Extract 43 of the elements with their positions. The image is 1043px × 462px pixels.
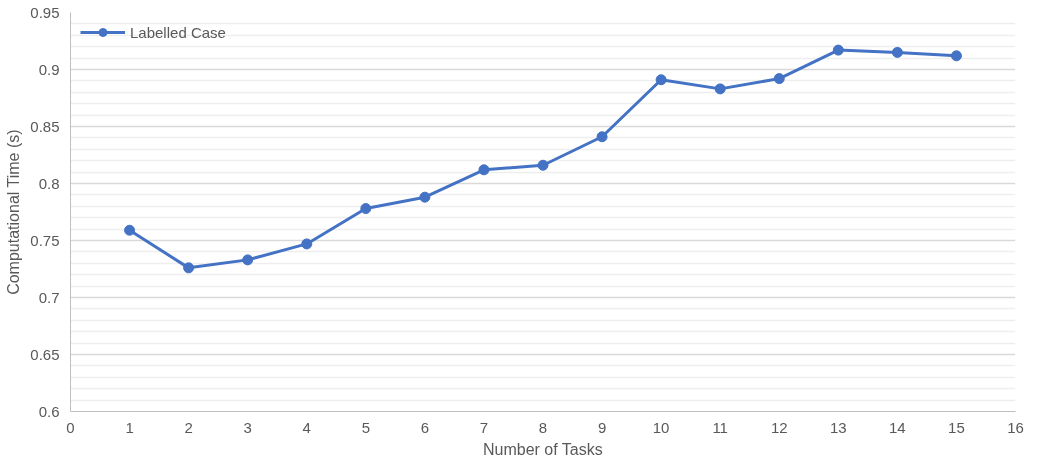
y-axis-title: Computational Time (s) (5, 129, 23, 295)
y-tick-label: 0.9 (38, 60, 60, 78)
point (950, 50, 962, 62)
y-tick-label: 0.85 (30, 117, 60, 135)
x-tick-label: 0 (66, 418, 75, 436)
point (773, 73, 785, 85)
x-tick-label: 3 (243, 418, 252, 436)
x-tick-label: 14 (889, 418, 906, 436)
x-tick-label: 1 (125, 418, 134, 436)
y-tick-label: 0.65 (30, 345, 60, 363)
point (419, 191, 431, 203)
point (537, 159, 549, 171)
point (301, 238, 313, 250)
point (891, 46, 903, 58)
x-tick-label: 12 (770, 418, 788, 436)
point (124, 224, 136, 236)
x-tick-label: 6 (420, 418, 430, 436)
x-axis-title: Number of Tasks (482, 440, 603, 458)
y-tick-label: 0.6 (38, 402, 60, 420)
legend-label: Labelled Case (130, 23, 226, 41)
x-tick-label: 4 (302, 418, 311, 436)
x-tick-label: 2 (184, 418, 193, 436)
point (832, 44, 844, 56)
x-tick-label: 15 (948, 418, 965, 436)
point (596, 131, 608, 143)
x-tick-label: 16 (1007, 418, 1024, 436)
y-tick-label: 0.7 (38, 288, 60, 306)
x-tick-label: 9 (597, 418, 607, 436)
x-tick-label: 10 (652, 418, 670, 436)
point (655, 74, 667, 86)
x-tick-label: 8 (538, 418, 548, 436)
x-tick-label: 11 (712, 418, 728, 436)
point (183, 262, 195, 274)
point (714, 83, 726, 95)
point (242, 254, 254, 266)
x-tick-label: 5 (361, 418, 370, 436)
point (360, 203, 372, 215)
y-tick-label: 0.95 (30, 3, 60, 21)
y-tick-label: 0.75 (30, 231, 60, 249)
y-tick-label: 0.8 (38, 174, 60, 192)
point (478, 164, 490, 176)
x-tick-label: 13 (829, 418, 847, 436)
x-tick-label: 7 (479, 418, 489, 436)
